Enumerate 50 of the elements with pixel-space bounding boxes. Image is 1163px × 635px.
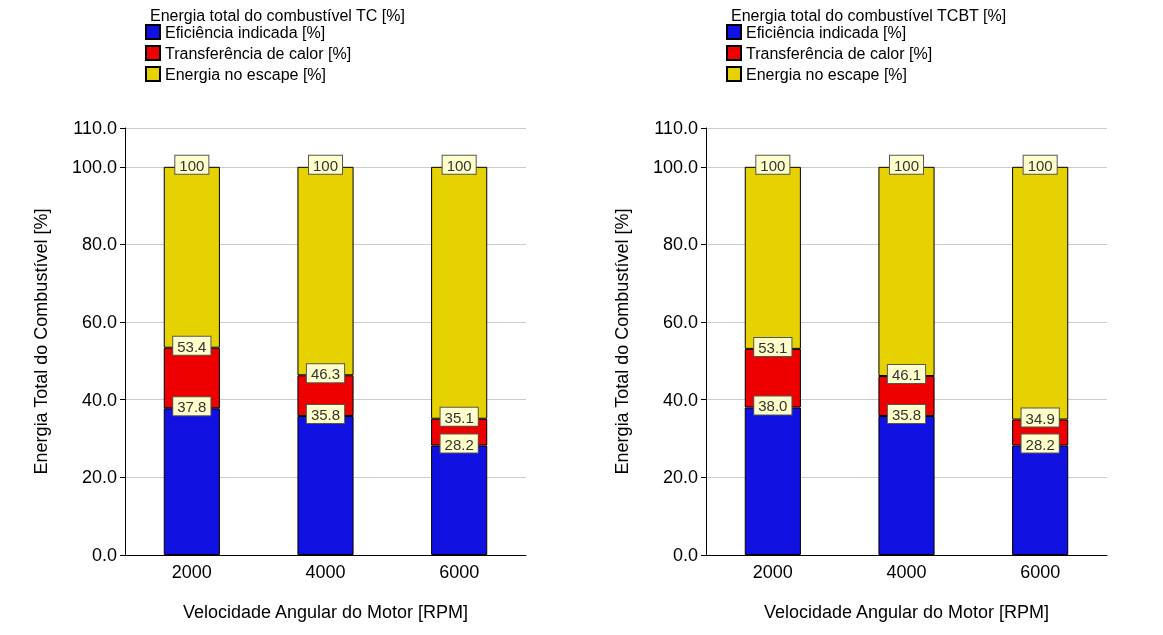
data-label: 37.8 <box>177 398 207 416</box>
x-tick-label: 4000 <box>886 562 927 582</box>
data-label: 28.2 <box>444 435 474 453</box>
y-tick-label: 40.0 <box>662 389 698 410</box>
data-label: 35.8 <box>310 406 341 424</box>
annotation: 53.1 <box>758 338 788 356</box>
total-label: 100 <box>1027 156 1053 174</box>
data-label: 35.8 <box>891 406 922 424</box>
total-label: 100 <box>179 156 205 174</box>
annotation: 53.4 <box>177 337 207 355</box>
y-tick-label: 100.0 <box>652 156 698 177</box>
y-axis-title: Energia Total do Combustível [%] <box>612 208 632 475</box>
y-tick-label: 60.0 <box>81 312 117 333</box>
legend-label: Energia no escape [%] <box>165 65 326 83</box>
total-label: 100 <box>893 156 920 174</box>
data-label: 38.0 <box>758 397 788 415</box>
y-tick-label: 110.0 <box>73 118 117 138</box>
x-tick-label: 2000 <box>752 562 793 582</box>
y-tick-label: 20.0 <box>81 467 117 488</box>
x-axis-title: Velocidade Angular do Motor [RPM] <box>182 602 469 622</box>
legend-label: Transferência de calor [%] <box>165 44 352 62</box>
legend-label: Transferência de calor [%] <box>746 44 933 62</box>
x-tick-label: 2000 <box>171 562 212 582</box>
annotation: 46.1 <box>891 366 922 384</box>
legend-label: Eficiência indicada [%] <box>165 23 326 41</box>
legend-title: Energia total do combustível TCBT [%] <box>731 6 1007 24</box>
y-tick-label: 20.0 <box>662 467 698 488</box>
x-tick-label: 4000 <box>305 562 346 582</box>
y-axis-title: Energia Total do Combustível [%] <box>31 208 51 475</box>
y-tick-label: 40.0 <box>81 389 117 410</box>
total-label: 100 <box>446 156 472 174</box>
total-label: 100 <box>760 156 786 174</box>
legend-label: Eficiência indicada [%] <box>746 23 907 41</box>
y-tick-label: 0.0 <box>91 545 117 565</box>
x-tick-label: 6000 <box>1020 562 1061 582</box>
y-tick-label: 0.0 <box>672 545 698 565</box>
data-label: 28.2 <box>1025 435 1055 453</box>
y-tick-label: 100.0 <box>71 156 117 177</box>
x-axis-title: Velocidade Angular do Motor [RPM] <box>763 602 1050 622</box>
annotation: 34.9 <box>1025 409 1055 427</box>
annotation: 35.1 <box>444 408 474 426</box>
legend-label: Energia no escape [%] <box>746 65 907 83</box>
total-label: 100 <box>312 156 339 174</box>
y-tick-label: 80.0 <box>662 234 698 255</box>
x-tick-label: 6000 <box>439 562 480 582</box>
legend-title: Energia total do combustível TC [%] <box>150 6 405 24</box>
y-tick-label: 60.0 <box>662 312 698 333</box>
y-tick-label: 110.0 <box>654 118 698 138</box>
annotation: 46.3 <box>310 365 341 383</box>
y-tick-label: 80.0 <box>81 234 117 255</box>
